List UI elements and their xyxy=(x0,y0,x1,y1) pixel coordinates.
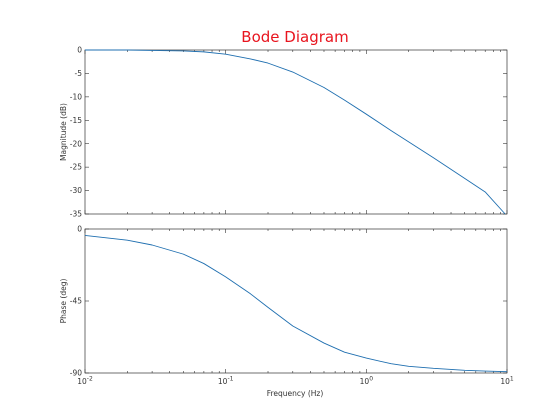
magnitude-y-tick-label: 0 xyxy=(77,46,82,55)
plot-panels: 0 -5 -10 -15 -20 -25 -30 -35 Magnitude (dB) 0 -45 -… xyxy=(59,46,514,386)
x-tick-label: 10-2 xyxy=(77,376,93,387)
magnitude-y-tick-label: -35 xyxy=(70,210,82,219)
x-tick-label: 100 xyxy=(360,376,374,387)
phase-panel: 0 -45 -90 Phase (deg) 10-2 10-1 100 101 xyxy=(59,225,514,386)
magnitude-y-tick-label: -15 xyxy=(70,116,82,125)
magnitude-series-line xyxy=(85,49,506,215)
phase-series-line xyxy=(84,234,508,373)
phase-y-tick-label: -45 xyxy=(70,297,82,306)
magnitude-y-tick-label: -10 xyxy=(70,92,82,101)
magnitude-y-axis-label: Magnitude (dB) xyxy=(59,103,68,161)
x-tick-label: 101 xyxy=(500,376,514,387)
magnitude-panel: 0 -5 -10 -15 -20 -25 -30 -35 Magnitude (dB) xyxy=(59,46,508,219)
magnitude-y-tick-label: -5 xyxy=(75,69,83,78)
phase-y-axis-label: Phase (deg) xyxy=(59,279,68,324)
magnitude-y-tick-label: -30 xyxy=(70,186,82,195)
phase-y-tick-label: 0 xyxy=(77,225,82,234)
magnitude-y-tick-label: -20 xyxy=(70,139,82,148)
x-axis-label: Frequency (Hz) xyxy=(267,389,324,398)
phase-y-tick-label: -90 xyxy=(70,369,82,378)
x-tick-label: 10-1 xyxy=(218,376,234,387)
magnitude-axes-frame xyxy=(84,49,508,215)
chart-title: Bode Diagram xyxy=(241,28,348,46)
magnitude-y-tick-label: -25 xyxy=(70,163,82,172)
